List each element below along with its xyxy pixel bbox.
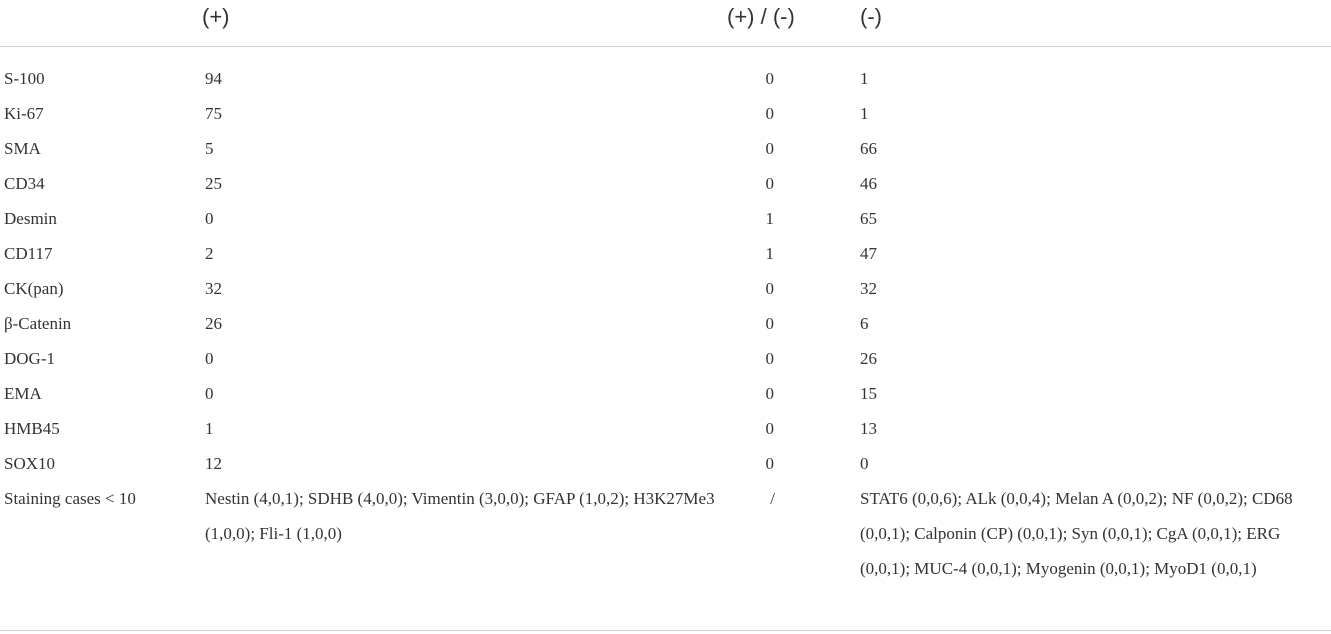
positive-cell: 94: [205, 69, 222, 88]
negative-cell: 65: [860, 209, 877, 228]
mixed-cell: 0: [765, 139, 775, 158]
positive-cell: 32: [205, 279, 222, 298]
mixed-cell: 0: [765, 384, 775, 403]
mixed-cell: 0: [765, 69, 775, 88]
table-row: Staining cases < 10 Nestin (4,0,1); SDHB…: [0, 481, 1331, 623]
table-bottom-rule: [0, 630, 1331, 631]
marker-cell: SMA: [4, 139, 41, 158]
mixed-cell: 1: [765, 244, 775, 263]
positive-cell: 25: [205, 174, 222, 193]
negative-cell: 6: [860, 314, 869, 333]
negative-cell: 1: [860, 104, 869, 123]
negative-cell: 1: [860, 69, 869, 88]
header-positive: (+): [202, 4, 230, 29]
marker-cell: DOG-1: [4, 349, 55, 368]
positive-cell: 12: [205, 454, 222, 473]
positive-cell: 26: [205, 314, 222, 333]
negative-cell: 26: [860, 349, 877, 368]
negative-cell: 47: [860, 244, 877, 263]
positive-cell: 0: [205, 384, 214, 403]
mixed-cell: /: [770, 489, 775, 508]
positive-cell: 5: [205, 139, 214, 158]
marker-cell: SOX10: [4, 454, 56, 473]
mixed-cell: 0: [765, 279, 775, 298]
marker-cell: Desmin: [4, 209, 57, 228]
negative-cell: 13: [860, 419, 877, 438]
table-row: SMA 5 0 66: [0, 131, 1331, 166]
positive-cell: 0: [205, 209, 214, 228]
table-row: EMA 0 0 15: [0, 376, 1331, 411]
marker-cell: Staining cases < 10: [4, 489, 136, 508]
negative-cell: 66: [860, 139, 877, 158]
negative-cell: 15: [860, 384, 877, 403]
negative-cell: STAT6 (0,0,6); ALk (0,0,4); Melan A (0,0…: [860, 489, 1293, 578]
marker-cell: S-100: [4, 69, 45, 88]
mixed-cell: 0: [765, 104, 775, 123]
positive-cell: 1: [205, 419, 214, 438]
mixed-cell: 0: [765, 419, 775, 438]
marker-cell: HMB45: [4, 419, 60, 438]
table-header-row: (+) (+) / (-) (-): [0, 0, 1331, 47]
table-row: Desmin 0 1 65: [0, 201, 1331, 236]
mixed-cell: 0: [765, 349, 775, 368]
mixed-cell: 0: [765, 174, 775, 193]
marker-cell: CD117: [4, 244, 53, 263]
negative-cell: 0: [860, 454, 869, 473]
table-row: SOX10 12 0 0: [0, 446, 1331, 481]
positive-cell: 2: [205, 244, 214, 263]
header-mixed: (+) / (-): [727, 4, 795, 29]
table-body: S-100 94 0 1 Ki-67 75 0 1 SMA 5 0 66 CD3…: [0, 47, 1331, 623]
positive-cell: Nestin (4,0,1); SDHB (4,0,0); Vimentin (…: [205, 489, 715, 543]
marker-cell: CK(pan): [4, 279, 64, 298]
header-negative: (-): [860, 4, 882, 29]
table-row: S-100 94 0 1: [0, 61, 1331, 96]
negative-cell: 32: [860, 279, 877, 298]
marker-cell: β-Catenin: [4, 314, 72, 333]
table-row: CD34 25 0 46: [0, 166, 1331, 201]
positive-cell: 0: [205, 349, 214, 368]
marker-cell: EMA: [4, 384, 42, 403]
table-row: CD117 2 1 47: [0, 236, 1331, 271]
table-row: HMB45 1 0 13: [0, 411, 1331, 446]
positive-cell: 75: [205, 104, 222, 123]
table-row: DOG-1 0 0 26: [0, 341, 1331, 376]
table-row: CK(pan) 32 0 32: [0, 271, 1331, 306]
mixed-cell: 0: [765, 454, 775, 473]
negative-cell: 46: [860, 174, 877, 193]
marker-cell: Ki-67: [4, 104, 44, 123]
table-row: β-Catenin 26 0 6: [0, 306, 1331, 341]
table-row: Ki-67 75 0 1: [0, 96, 1331, 131]
marker-cell: CD34: [4, 174, 45, 193]
mixed-cell: 0: [765, 314, 775, 333]
mixed-cell: 1: [765, 209, 775, 228]
